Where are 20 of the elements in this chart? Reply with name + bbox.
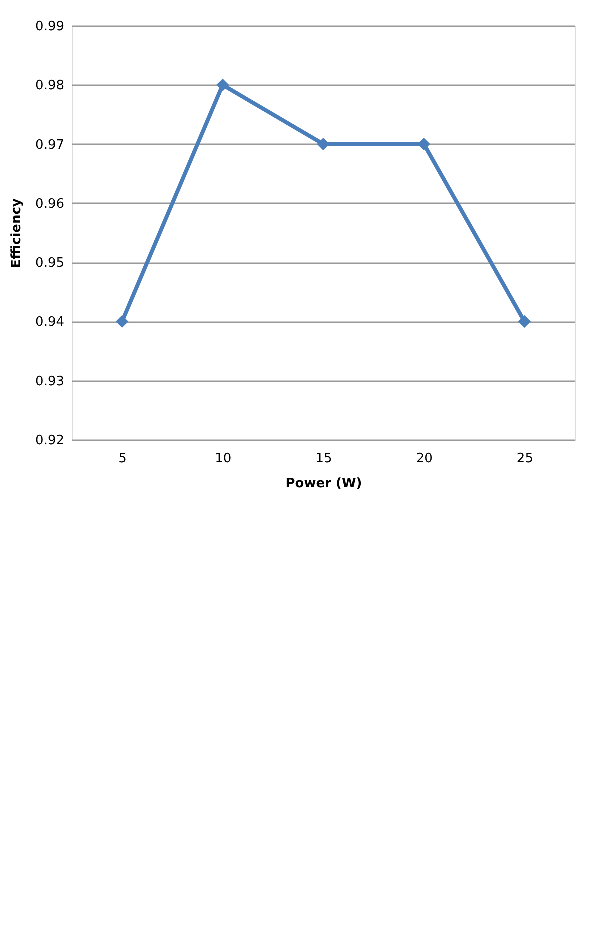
y-tick-label: 0.93	[36, 374, 64, 390]
y-tick-label: 0.92	[36, 434, 64, 448]
point	[518, 315, 532, 328]
point	[116, 315, 129, 328]
x-tick-label: 5	[118, 452, 127, 466]
y-tick-label: 0.99	[36, 20, 64, 34]
x-tick-label: 15	[316, 452, 332, 466]
y-tick-label: 0.95	[36, 256, 64, 272]
x-tick-label: 20	[416, 452, 433, 466]
y-tick-label: 0.97	[36, 138, 64, 153]
x-tick-label: 10	[215, 452, 232, 466]
y-tick-label: 0.96	[36, 196, 64, 212]
x-tick-label: 25	[516, 452, 534, 466]
y-axis-title: Efficiency	[10, 198, 25, 268]
x-axis-title: Power (W)	[286, 476, 362, 492]
y-tick-label: 0.94	[36, 315, 64, 330]
point	[216, 78, 230, 92]
y-tick-label: 0.98	[36, 78, 64, 94]
point	[317, 138, 330, 151]
point	[418, 138, 430, 151]
